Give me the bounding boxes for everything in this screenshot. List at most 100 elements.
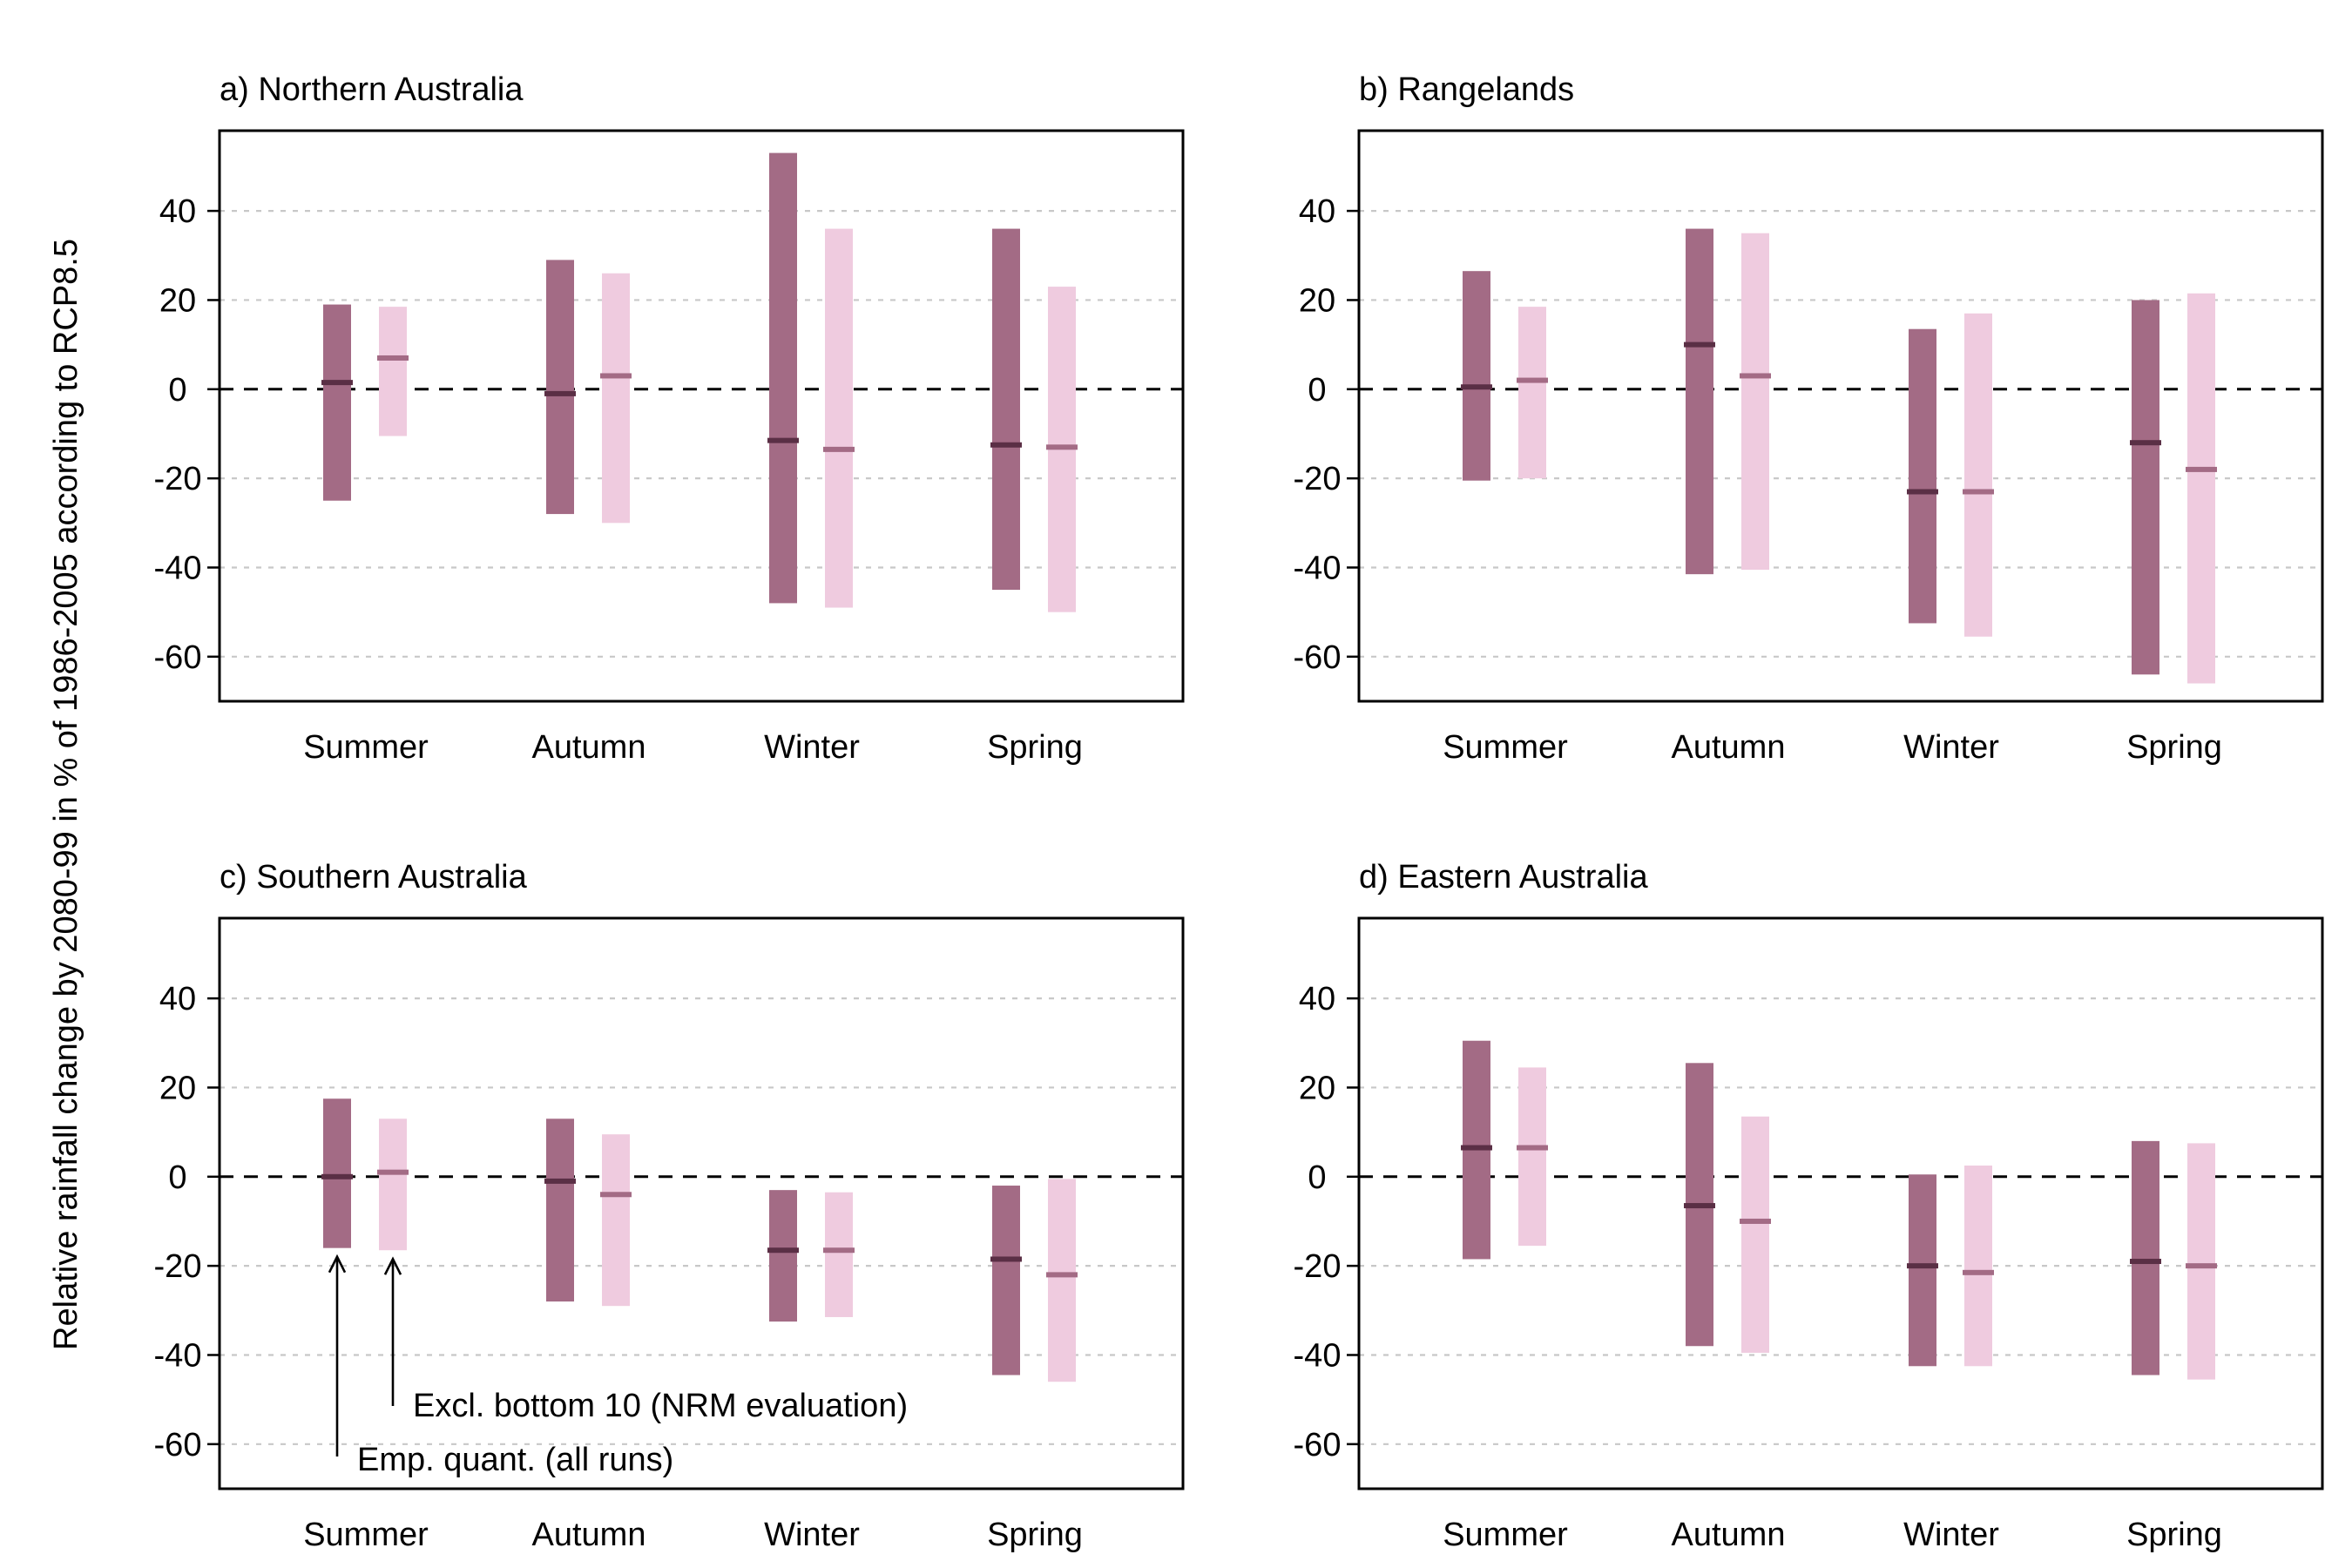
range-bar-excl-bottom10 [2187, 293, 2215, 684]
panels: a) Northern Australia 40 20 0 -20 -40 -60 Summe… [154, 71, 2324, 1553]
category-label: Autumn [532, 729, 646, 766]
y-tick-label: -20 [154, 1248, 202, 1285]
median-marker-excl-bottom10 [1740, 1218, 1771, 1224]
category-label: Winter [764, 1517, 860, 1553]
median-marker-all-runs [990, 1256, 1022, 1262]
range-bar-excl-bottom10 [379, 307, 407, 436]
panel-3: c) Southern Australia 40 20 0 -20 -40 -60 Summe… [154, 859, 1185, 1553]
median-marker-excl-bottom10 [1517, 377, 1548, 383]
category-label: Spring [2126, 1517, 2222, 1553]
range-bar-all-runs [1909, 1174, 1936, 1367]
y-tick-label: 20 [1299, 1070, 1335, 1106]
median-marker-excl-bottom10 [1517, 1145, 1548, 1151]
range-bar-all-runs [1909, 328, 1936, 624]
range-bar-all-runs [769, 152, 797, 604]
y-tick-label: -60 [154, 1427, 202, 1463]
range-bar-excl-bottom10 [1518, 307, 1546, 479]
range-bar-excl-bottom10 [825, 1192, 853, 1317]
median-marker-all-runs [1461, 1145, 1492, 1151]
median-marker-all-runs [544, 390, 576, 396]
range-bar-all-runs [769, 1190, 797, 1322]
median-marker-all-runs [544, 1178, 576, 1184]
median-marker-all-runs [1907, 1263, 1938, 1269]
range-bar-excl-bottom10 [379, 1119, 407, 1251]
range-bar-all-runs [1463, 271, 1490, 481]
category-label: Summer [1443, 1517, 1568, 1553]
plot-frame [1357, 129, 2324, 703]
plot-frame [218, 129, 1185, 703]
range-bar-excl-bottom10 [2187, 1143, 2215, 1380]
median-marker-excl-bottom10 [1963, 1269, 1994, 1275]
y-tick-label: 0 [1308, 1159, 1326, 1196]
category-label: Spring [987, 1517, 1083, 1553]
median-marker-all-runs [1684, 1203, 1715, 1209]
median-marker-excl-bottom10 [823, 446, 855, 452]
y-tick-label: 40 [159, 193, 196, 230]
annotation-text: Excl. bottom 10 (NRM evaluation) [413, 1388, 908, 1424]
median-marker-excl-bottom10 [600, 373, 632, 379]
panel-2: b) Rangelands 40 20 0 -20 -40 -60 Summer Autumn W… [1294, 71, 2324, 766]
y-tick-label: -60 [1294, 1427, 1342, 1463]
range-bar-excl-bottom10 [1518, 1067, 1546, 1247]
annotation-text: Emp. quant. (all runs) [357, 1442, 673, 1478]
range-bar-excl-bottom10 [1741, 1116, 1769, 1353]
median-marker-all-runs [767, 437, 799, 443]
y-tick-label: 20 [159, 1070, 196, 1106]
arrow-head [383, 1256, 402, 1275]
panel-title: b) Rangelands [1359, 71, 1574, 108]
category-label: Autumn [1672, 1517, 1786, 1553]
median-marker-excl-bottom10 [823, 1247, 855, 1254]
category-label: Autumn [1672, 729, 1786, 766]
category-label: Winter [1903, 1517, 1999, 1553]
panel-title: d) Eastern Australia [1359, 859, 1648, 896]
range-bar-excl-bottom10 [1964, 313, 1992, 637]
y-axis-label: Relative rainfall change by 2080-99 in %… [48, 239, 84, 1350]
median-marker-excl-bottom10 [2186, 466, 2217, 472]
y-tick-label: 0 [168, 372, 186, 409]
median-marker-excl-bottom10 [2186, 1263, 2217, 1269]
y-tick-label: -20 [1294, 1248, 1342, 1285]
y-tick-label: -60 [1294, 639, 1342, 676]
range-bar-all-runs [546, 260, 574, 515]
y-tick-label: -60 [154, 639, 202, 676]
y-tick-label: -40 [154, 1337, 202, 1374]
median-marker-all-runs [321, 1173, 353, 1179]
median-marker-all-runs [1684, 341, 1715, 348]
y-tick-label: 40 [1299, 981, 1335, 1017]
category-label: Summer [303, 729, 429, 766]
median-marker-all-runs [2130, 440, 2161, 446]
plot-frame [1357, 916, 2324, 1490]
panel-title: c) Southern Australia [220, 859, 528, 896]
range-bar-excl-bottom10 [602, 1134, 630, 1307]
range-bar-excl-bottom10 [825, 228, 853, 608]
category-label: Winter [1903, 729, 1999, 766]
y-tick-label: -40 [154, 550, 202, 586]
panel-1: a) Northern Australia 40 20 0 -20 -40 -60 Summe… [154, 71, 1185, 766]
median-marker-all-runs [321, 380, 353, 386]
category-label: Winter [764, 729, 860, 766]
range-bar-all-runs [2132, 1140, 2159, 1375]
y-tick-label: 40 [159, 981, 196, 1017]
range-bar-all-runs [1686, 228, 1713, 575]
y-tick-label: 20 [1299, 282, 1335, 319]
median-marker-excl-bottom10 [1740, 373, 1771, 379]
median-marker-all-runs [1461, 384, 1492, 390]
median-marker-excl-bottom10 [1963, 489, 1994, 495]
category-label: Summer [1443, 729, 1568, 766]
range-bar-all-runs [992, 1186, 1020, 1375]
y-tick-label: 0 [168, 1159, 186, 1196]
category-label: Spring [987, 729, 1083, 766]
arrow-head [328, 1254, 347, 1274]
range-bar-excl-bottom10 [602, 273, 630, 524]
median-marker-excl-bottom10 [1046, 444, 1078, 450]
y-tick-label: -40 [1294, 1337, 1342, 1374]
category-label: Autumn [532, 1517, 646, 1553]
range-bar-excl-bottom10 [1741, 233, 1769, 571]
median-marker-excl-bottom10 [377, 1169, 409, 1175]
y-tick-label: -40 [1294, 550, 1342, 586]
y-tick-label: 0 [1308, 372, 1326, 409]
plot-frame [218, 916, 1185, 1490]
range-bar-all-runs [2132, 300, 2159, 675]
panel-title: a) Northern Australia [220, 71, 524, 108]
